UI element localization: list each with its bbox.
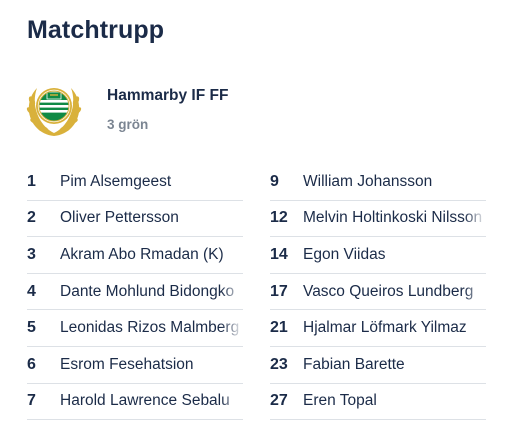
page-title: Matchtrupp (27, 16, 165, 44)
player-number: 21 (270, 319, 288, 337)
player-row[interactable]: 27 Eren Topal (270, 384, 486, 421)
player-number: 3 (27, 245, 36, 263)
roster-column-left: 1 Pim Alsemgeest 2 Oliver Pettersson 3 A… (27, 164, 243, 421)
player-row[interactable]: 3 Akram Abo Rmadan (K) (27, 237, 243, 274)
player-number: 2 (27, 209, 36, 227)
player-number: 12 (270, 209, 288, 227)
player-number: 17 (270, 282, 288, 300)
player-name: Akram Abo Rmadan (K) (60, 245, 224, 263)
player-name: Vasco Queiros Lundberg (303, 282, 474, 300)
team-info: Hammarby IF FF 3 grön (107, 87, 228, 132)
team-formation: 3 grön (107, 116, 149, 132)
player-number: 1 (27, 172, 36, 190)
player-number: 7 (27, 392, 36, 410)
hammarby-crest-icon (26, 88, 82, 136)
player-name: Fabian Barette (303, 355, 405, 373)
player-name: Harold Lawrence Sebalu (60, 392, 230, 410)
player-number: 27 (270, 392, 288, 410)
roster-column-right: 9 William Johansson 12 Melvin Holtinkosk… (270, 164, 486, 421)
player-row[interactable]: 7 Harold Lawrence Sebalu (27, 384, 243, 421)
team-header[interactable]: Hammarby IF FF 3 grön (24, 78, 228, 140)
player-row[interactable]: 14 Egon Viidas (270, 237, 486, 274)
player-row[interactable]: 21 Hjalmar Löfmark Yilmaz (270, 310, 486, 347)
player-name: Eren Topal (303, 392, 377, 410)
team-name[interactable]: Hammarby IF FF (107, 86, 229, 104)
player-name: William Johansson (303, 172, 433, 190)
player-name: Pim Alsemgeest (60, 172, 172, 190)
player-name: Oliver Pettersson (60, 209, 179, 227)
player-row[interactable]: 4 Dante Mohlund Bidongko (27, 274, 243, 311)
player-number: 23 (270, 355, 288, 373)
player-row[interactable]: 6 Esrom Fesehatsion (27, 347, 243, 384)
player-number: 9 (270, 172, 279, 190)
player-number: 5 (27, 319, 36, 337)
player-name: Leonidas Rizos Malmberg (60, 319, 240, 337)
player-number: 4 (27, 282, 36, 300)
player-row[interactable]: 23 Fabian Barette (270, 347, 486, 384)
player-row[interactable]: 9 William Johansson (270, 164, 486, 201)
player-name: Hjalmar Löfmark Yilmaz (303, 319, 467, 337)
player-row[interactable]: 5 Leonidas Rizos Malmberg (27, 310, 243, 347)
player-name: Esrom Fesehatsion (60, 355, 194, 373)
player-number: 14 (270, 245, 288, 263)
player-name: Melvin Holtinkoski Nilsson (303, 209, 483, 227)
player-name: Egon Viidas (303, 245, 386, 263)
player-number: 6 (27, 355, 36, 373)
player-row[interactable]: 2 Oliver Pettersson (27, 201, 243, 238)
player-row[interactable]: 1 Pim Alsemgeest (27, 164, 243, 201)
player-row[interactable]: 17 Vasco Queiros Lundberg (270, 274, 486, 311)
player-name: Dante Mohlund Bidongko (60, 282, 235, 300)
player-row[interactable]: 12 Melvin Holtinkoski Nilsson (270, 201, 486, 238)
